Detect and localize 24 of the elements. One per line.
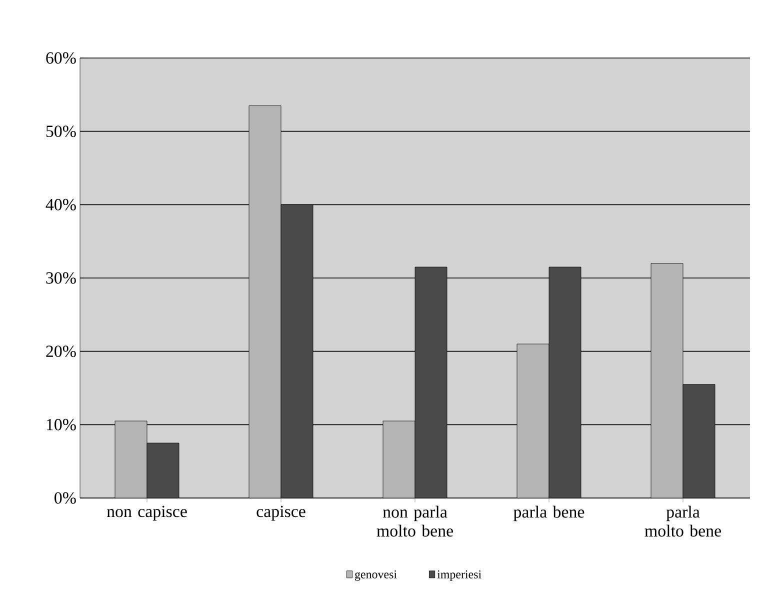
y-tick-label: 60% [46,52,76,64]
bar [549,267,582,498]
y-tick-label: 40% [46,198,76,210]
bar [650,263,684,498]
legend-label: genovesi [355,570,397,581]
x-tick-label: parla bene [514,506,584,522]
x-tick-label: non parla molto bene [376,506,453,537]
bar [383,421,416,498]
bar [281,204,314,498]
bar [147,443,179,498]
y-tick-label: 0% [54,492,76,504]
y-tick-label: 20% [46,346,76,358]
bar [415,267,448,498]
bar [115,421,147,498]
y-tick-label: 30% [46,272,76,284]
legend-label: imperiesi [437,570,482,581]
x-tick-label: parla molto bene [644,506,721,537]
y-tick-label: 10% [46,418,76,430]
bar [517,344,550,498]
bar [682,384,716,498]
x-tick-label: non capisce [106,506,187,521]
bar [249,106,282,498]
y-tick-label: 50% [46,126,76,138]
x-tick-label: capisce [256,506,306,521]
